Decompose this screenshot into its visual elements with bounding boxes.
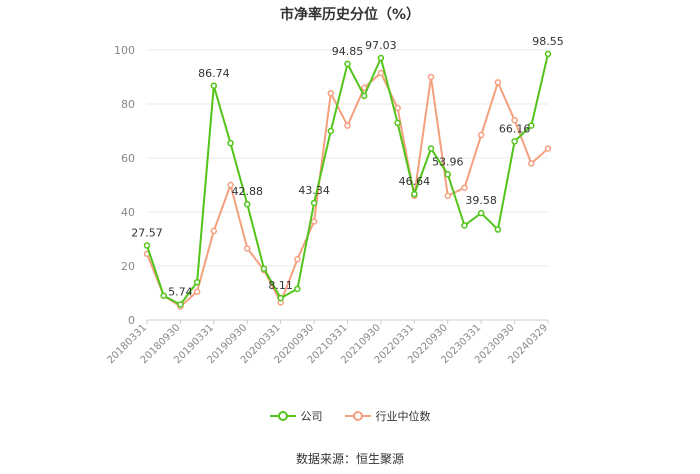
grid-layer xyxy=(147,49,548,321)
company-point xyxy=(310,199,318,207)
industry-median-point xyxy=(377,69,385,77)
source-note: 数据来源：恒生聚源 xyxy=(295,452,404,466)
industry-median-point xyxy=(477,131,485,139)
industry-median-point xyxy=(511,116,518,124)
data-label: 53.96 xyxy=(432,155,464,168)
company-point xyxy=(227,139,234,147)
industry-median-point xyxy=(427,73,435,81)
data-label-layer: 27.57 5.74 86.74 42.88 8.11 43.34 94.85 97.03 46… xyxy=(131,35,564,299)
company-point xyxy=(477,209,485,217)
industry-median-point xyxy=(461,184,468,191)
legend: 公司 行业中位数 xyxy=(0,408,700,424)
company-point xyxy=(394,119,401,127)
company-point xyxy=(327,127,335,135)
industry-median-point xyxy=(494,79,502,86)
industry-median-point xyxy=(193,288,201,295)
company-point xyxy=(244,200,251,208)
company-point xyxy=(143,242,151,249)
y-tick-label: 20 xyxy=(121,260,135,273)
company-point xyxy=(461,222,468,229)
industry-median-point xyxy=(444,192,451,200)
data-label: 94.85 xyxy=(332,45,364,58)
data-label: 98.55 xyxy=(532,35,564,48)
data-label: 46.64 xyxy=(399,175,431,188)
company-point xyxy=(344,60,351,68)
y-tick-label: 40 xyxy=(121,206,135,219)
data-label: 86.74 xyxy=(198,67,230,80)
company-point xyxy=(177,301,184,308)
industry-median-point xyxy=(244,245,251,252)
company-series-line xyxy=(146,53,549,306)
industry-median-point xyxy=(294,256,301,263)
company-point xyxy=(544,50,552,58)
company-point xyxy=(528,122,535,129)
legend-item-company[interactable]: 公司 xyxy=(269,408,323,424)
legend-industry-median-label: 行业中位数 xyxy=(375,410,431,423)
company-point xyxy=(511,138,518,145)
industry-median-point xyxy=(310,218,318,225)
series-layer xyxy=(143,50,552,310)
company-point xyxy=(210,82,218,90)
legend-company-label: 公司 xyxy=(300,410,323,423)
y-tick-label: 60 xyxy=(121,152,135,165)
data-label: 5.74 xyxy=(168,286,193,299)
industry-median-point xyxy=(544,145,552,152)
industry-median-point xyxy=(227,181,234,189)
data-label: 42.88 xyxy=(232,185,264,198)
company-point xyxy=(260,265,268,272)
y-tick-label: 80 xyxy=(121,98,135,111)
industry-median-point xyxy=(528,160,535,167)
industry-median-point xyxy=(394,104,401,112)
chart-title: 市净率历史分位（%） xyxy=(279,7,421,23)
data-label: 66.16 xyxy=(499,122,531,135)
company-point xyxy=(193,278,201,286)
data-label: 97.03 xyxy=(365,39,397,52)
company-point xyxy=(360,92,368,100)
legend-industry-median-icon xyxy=(344,411,371,421)
data-label: 27.57 xyxy=(131,227,163,240)
company-point xyxy=(494,226,502,233)
company-point xyxy=(160,292,167,299)
y-tick-label: 100 xyxy=(114,44,135,57)
industry-median-point xyxy=(344,122,351,129)
industry-median-series-line xyxy=(146,71,549,308)
company-point xyxy=(411,190,418,198)
industry-median-point xyxy=(327,89,335,97)
company-point xyxy=(444,171,451,178)
company-point xyxy=(294,285,301,293)
industry-median-point xyxy=(210,227,218,235)
data-label: 39.58 xyxy=(465,194,497,207)
data-label: 8.11 xyxy=(268,279,293,292)
legend-item-industry-median[interactable]: 行业中位数 xyxy=(344,408,431,424)
company-point xyxy=(377,54,385,62)
y-tick-label: 0 xyxy=(128,314,135,327)
data-label: 43.34 xyxy=(298,184,330,197)
company-point xyxy=(427,145,435,152)
legend-company-icon xyxy=(269,411,296,421)
company-point xyxy=(277,294,284,302)
